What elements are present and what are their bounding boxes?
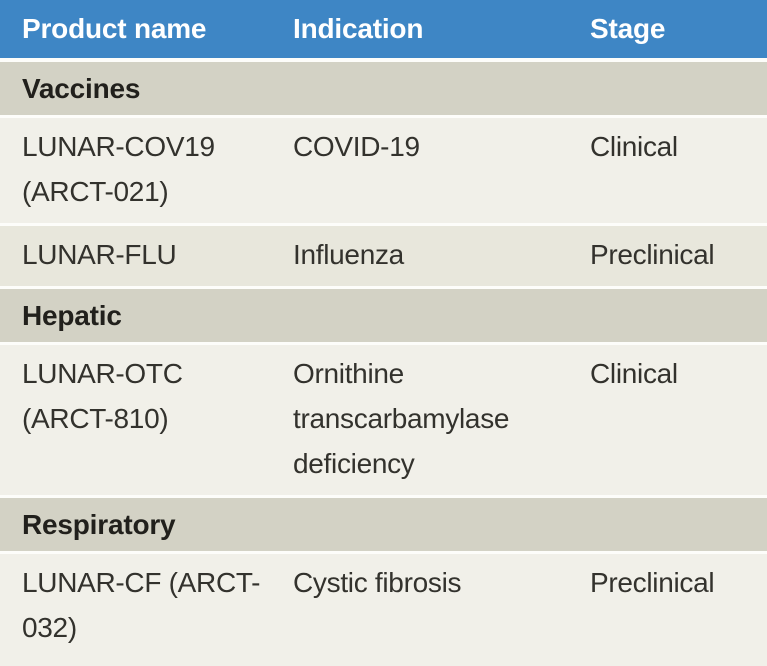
table-row-lunar-otc: LUNAR-OTC (ARCT-810) Ornithine transcarb… bbox=[0, 345, 767, 498]
stage-cell: Preclinical bbox=[590, 567, 715, 598]
indication-cell: COVID-19 bbox=[293, 131, 420, 162]
column-header-stage: Stage bbox=[590, 13, 666, 44]
product-name-cell: LUNAR-FLU bbox=[22, 239, 177, 270]
column-header-indication: Indication bbox=[293, 13, 424, 44]
stage-cell: Clinical bbox=[590, 131, 678, 162]
indication-cell: Influenza bbox=[293, 239, 404, 270]
stage-cell: Clinical bbox=[590, 358, 678, 389]
product-name-cell: LUNAR-OTC (ARCT-810) bbox=[22, 358, 183, 434]
section-header-hepatic: Hepatic bbox=[0, 289, 767, 345]
indication-cell: Ornithine transcarbamylase deficiency bbox=[293, 358, 510, 479]
table-header-row: Product name Indication Stage bbox=[0, 0, 767, 62]
table-row-lunar-cf: LUNAR-CF (ARCT-032) Cystic fibrosis Prec… bbox=[0, 554, 767, 659]
column-header-product-name: Product name bbox=[22, 13, 207, 44]
product-name-cell: LUNAR-CF (ARCT-032) bbox=[22, 567, 261, 643]
table-row-lunar-flu: LUNAR-FLU Influenza Preclinical bbox=[0, 226, 767, 289]
product-name-cell: LUNAR-COV19 (ARCT-021) bbox=[22, 131, 215, 207]
section-header-vaccines: Vaccines bbox=[0, 62, 767, 118]
indication-cell: Cystic fibrosis bbox=[293, 567, 462, 598]
table-row-lunar-cov19: LUNAR-COV19 (ARCT-021) COVID-19 Clinical bbox=[0, 118, 767, 226]
section-header-respiratory: Respiratory bbox=[0, 498, 767, 554]
stage-cell: Preclinical bbox=[590, 239, 715, 270]
